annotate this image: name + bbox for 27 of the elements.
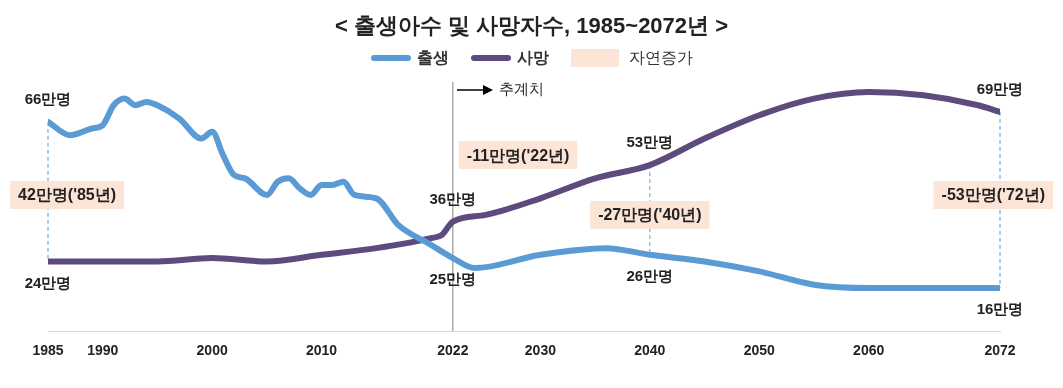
x-tick-label: 2040: [634, 342, 666, 359]
x-tick-label: 2000: [196, 342, 228, 359]
x-tick-label: 2072: [984, 342, 1016, 359]
x-tick-label: 2060: [853, 342, 885, 359]
data-label: 16만명: [976, 300, 1024, 318]
data-label: 36만명: [429, 189, 477, 207]
text: 자연증가: [628, 47, 693, 68]
ref-line-label: 추계치: [498, 80, 544, 98]
annotation: -27만명('40년): [598, 206, 702, 224]
data-label: 25만명: [429, 270, 477, 288]
data-label: 26만명: [626, 266, 674, 284]
data-label: 69만명: [976, 80, 1024, 98]
legend-label: 사망: [516, 47, 549, 68]
annotation: -11만명('22년): [466, 146, 570, 164]
data-label: 53만명: [626, 133, 674, 151]
x-tick-label: 2010: [305, 342, 338, 359]
annotation: 42만명('85년): [18, 186, 117, 204]
chart-title: < 출생아수 및 사망자수, 1985~2072년 >: [333, 12, 730, 40]
data-label: 24만명: [24, 273, 72, 291]
annotation: -53만명('72년): [941, 186, 1046, 204]
data-label: 66만명: [24, 90, 72, 108]
x-tick-label: 2022: [437, 342, 469, 359]
x-tick-label: 1985: [32, 342, 64, 359]
x-tick-label: 2030: [524, 342, 557, 359]
x-tick-label: 1990: [87, 342, 119, 359]
x-tick-label: 2050: [743, 342, 776, 359]
legend-label: 출생: [416, 47, 449, 68]
